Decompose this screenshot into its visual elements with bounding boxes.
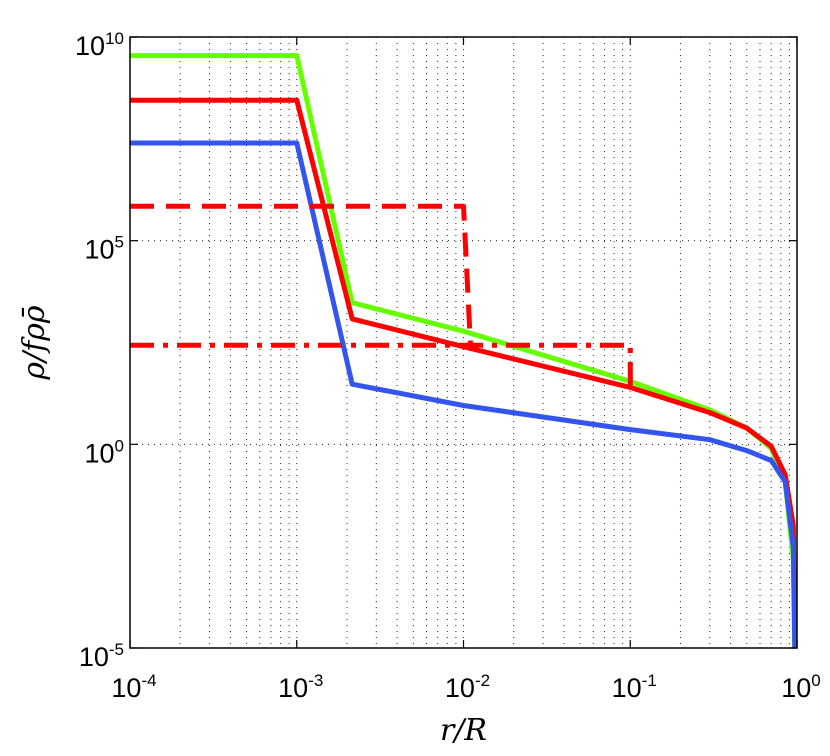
series-layer <box>130 53 798 649</box>
x-tick-label: 10-2 <box>445 671 490 703</box>
x-axis-label: r/R <box>440 713 487 748</box>
y-tick-label: 105 <box>84 233 124 265</box>
x-tick-label: 10-4 <box>111 671 156 703</box>
y-axis-label: ρ/fρρ̄ <box>17 305 52 380</box>
y-tick-label: 10-5 <box>79 640 124 672</box>
series-line-3-solid <box>130 140 798 649</box>
y-tick-label: 100 <box>84 436 124 468</box>
tick-layer: 10-4 10-3 10-2 10-1 100 10-5 100 105 1010 <box>75 29 821 703</box>
series-line-4-dashed <box>130 203 473 344</box>
x-tick-label: 10-1 <box>612 671 657 703</box>
y-tick-label: 1010 <box>75 29 124 61</box>
series-line-5-dashdot <box>130 342 633 388</box>
x-tick-label: 100 <box>781 671 821 703</box>
x-tick-label: 10-3 <box>278 671 323 703</box>
